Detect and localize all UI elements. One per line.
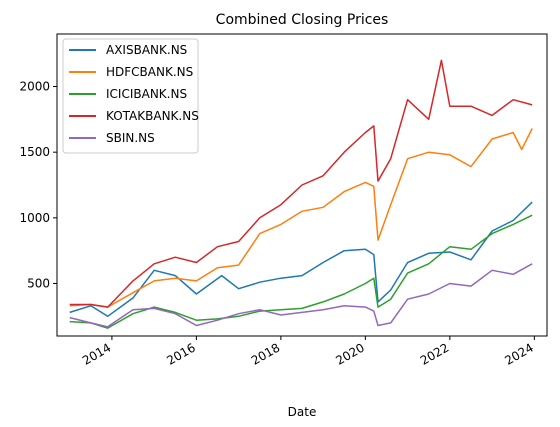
x-tick-label: 2024 <box>502 340 535 367</box>
legend: AXISBANK.NS HDFCBANK.NS ICICIBANK.NS KOTAKB… <box>62 38 199 154</box>
legend-label: AXISBANK.NS <box>106 43 187 57</box>
legend-label: SBIN.NS <box>106 131 155 145</box>
x-tick-label: 2016 <box>164 340 197 367</box>
series-line-sbin-ns <box>69 263 533 328</box>
y-tick-label: 1000 <box>19 211 50 225</box>
series-line-hdfcbank-ns <box>69 128 533 308</box>
plot-frame <box>56 33 548 337</box>
legend-label: HDFCBANK.NS <box>106 65 193 79</box>
legend-box <box>62 38 199 154</box>
series-line-axisbank-ns <box>69 201 533 318</box>
legend-label: KOTAKBANK.NS <box>106 109 199 123</box>
x-tick-label: 2014 <box>80 340 113 367</box>
y-tick-label: 1500 <box>19 145 50 159</box>
plot-lines <box>69 59 533 329</box>
legend-label: ICICIBANK.NS <box>106 87 187 101</box>
y-tick-label: 2000 <box>19 80 50 94</box>
x-tick-label: 2022 <box>418 340 451 367</box>
y-tick-label: 500 <box>27 276 50 290</box>
y-axis: 500 1000 1500 2000 <box>19 80 57 290</box>
series-line-kotakbank-ns <box>69 59 533 308</box>
series-line-icicibank-ns <box>69 214 533 329</box>
x-tick-label: 2018 <box>249 340 282 367</box>
chart-title: Combined Closing Prices <box>216 12 389 28</box>
x-tick-label: 2020 <box>333 340 366 367</box>
x-axis-label: Date <box>288 405 317 419</box>
x-axis: 2014 2016 2018 2020 2022 2024 <box>80 336 536 368</box>
